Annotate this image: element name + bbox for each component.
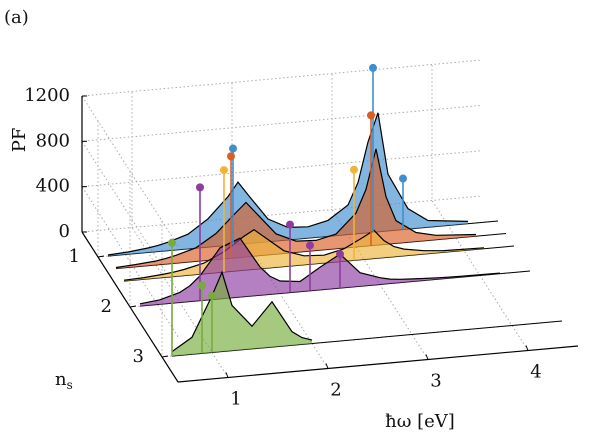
stem-marker: [196, 183, 204, 192]
area: [140, 238, 500, 307]
stem-marker: [336, 250, 344, 259]
stem-marker: [208, 291, 216, 300]
grid-line: [431, 64, 529, 351]
stem-marker: [399, 174, 407, 183]
x-tick: [325, 363, 329, 369]
y-tick: [161, 355, 169, 358]
z-tick-label: 400: [36, 176, 70, 197]
x-tick-label: 2: [330, 380, 341, 401]
y-tick-label: 1: [69, 246, 80, 267]
z-tick-label: 1200: [24, 85, 70, 106]
x-axis-label: ħω [eV]: [385, 411, 455, 432]
x-tick: [525, 345, 529, 351]
stem-marker: [350, 165, 358, 174]
x-axis: [177, 345, 579, 383]
x-tick: [425, 354, 429, 360]
z-axis-label: PF: [9, 128, 30, 153]
x-tick-label: 1: [230, 389, 241, 410]
stem-marker: [198, 281, 206, 290]
z-tick-label: 0: [59, 221, 70, 242]
x-tick-label: 4: [530, 362, 541, 383]
spectrum-line: [115, 148, 477, 269]
grid-line: [331, 73, 429, 360]
grid-line: [129, 171, 531, 308]
y-tick: [97, 255, 105, 258]
stem-marker: [286, 220, 294, 229]
y-axis-label: ns: [55, 369, 73, 392]
x-tick: [225, 372, 229, 378]
spectrum-line: [123, 228, 485, 281]
spectrum-line: [107, 112, 469, 256]
grid-line: [161, 221, 563, 358]
area: [172, 272, 312, 357]
x-tick-label: 3: [430, 371, 441, 392]
grid-line: [97, 121, 499, 258]
stem-marker: [227, 152, 235, 161]
panel-label: (a): [4, 7, 29, 28]
stem-marker: [220, 166, 228, 175]
y-tick: [129, 305, 137, 308]
area: [116, 148, 476, 269]
y-axis-label-base: n: [55, 369, 67, 390]
y-tick-label: 2: [101, 296, 112, 317]
y-tick-label: 3: [133, 346, 144, 367]
stem-marker: [306, 241, 314, 250]
stem-marker: [229, 144, 237, 153]
stem-marker: [367, 111, 375, 120]
y-axis-label-sub: s: [67, 378, 73, 392]
stem-marker: [369, 63, 377, 72]
grid-line: [231, 82, 329, 369]
grid-line: [131, 91, 229, 378]
stem-marker: [168, 238, 176, 247]
z-tick-label: 800: [36, 130, 70, 151]
